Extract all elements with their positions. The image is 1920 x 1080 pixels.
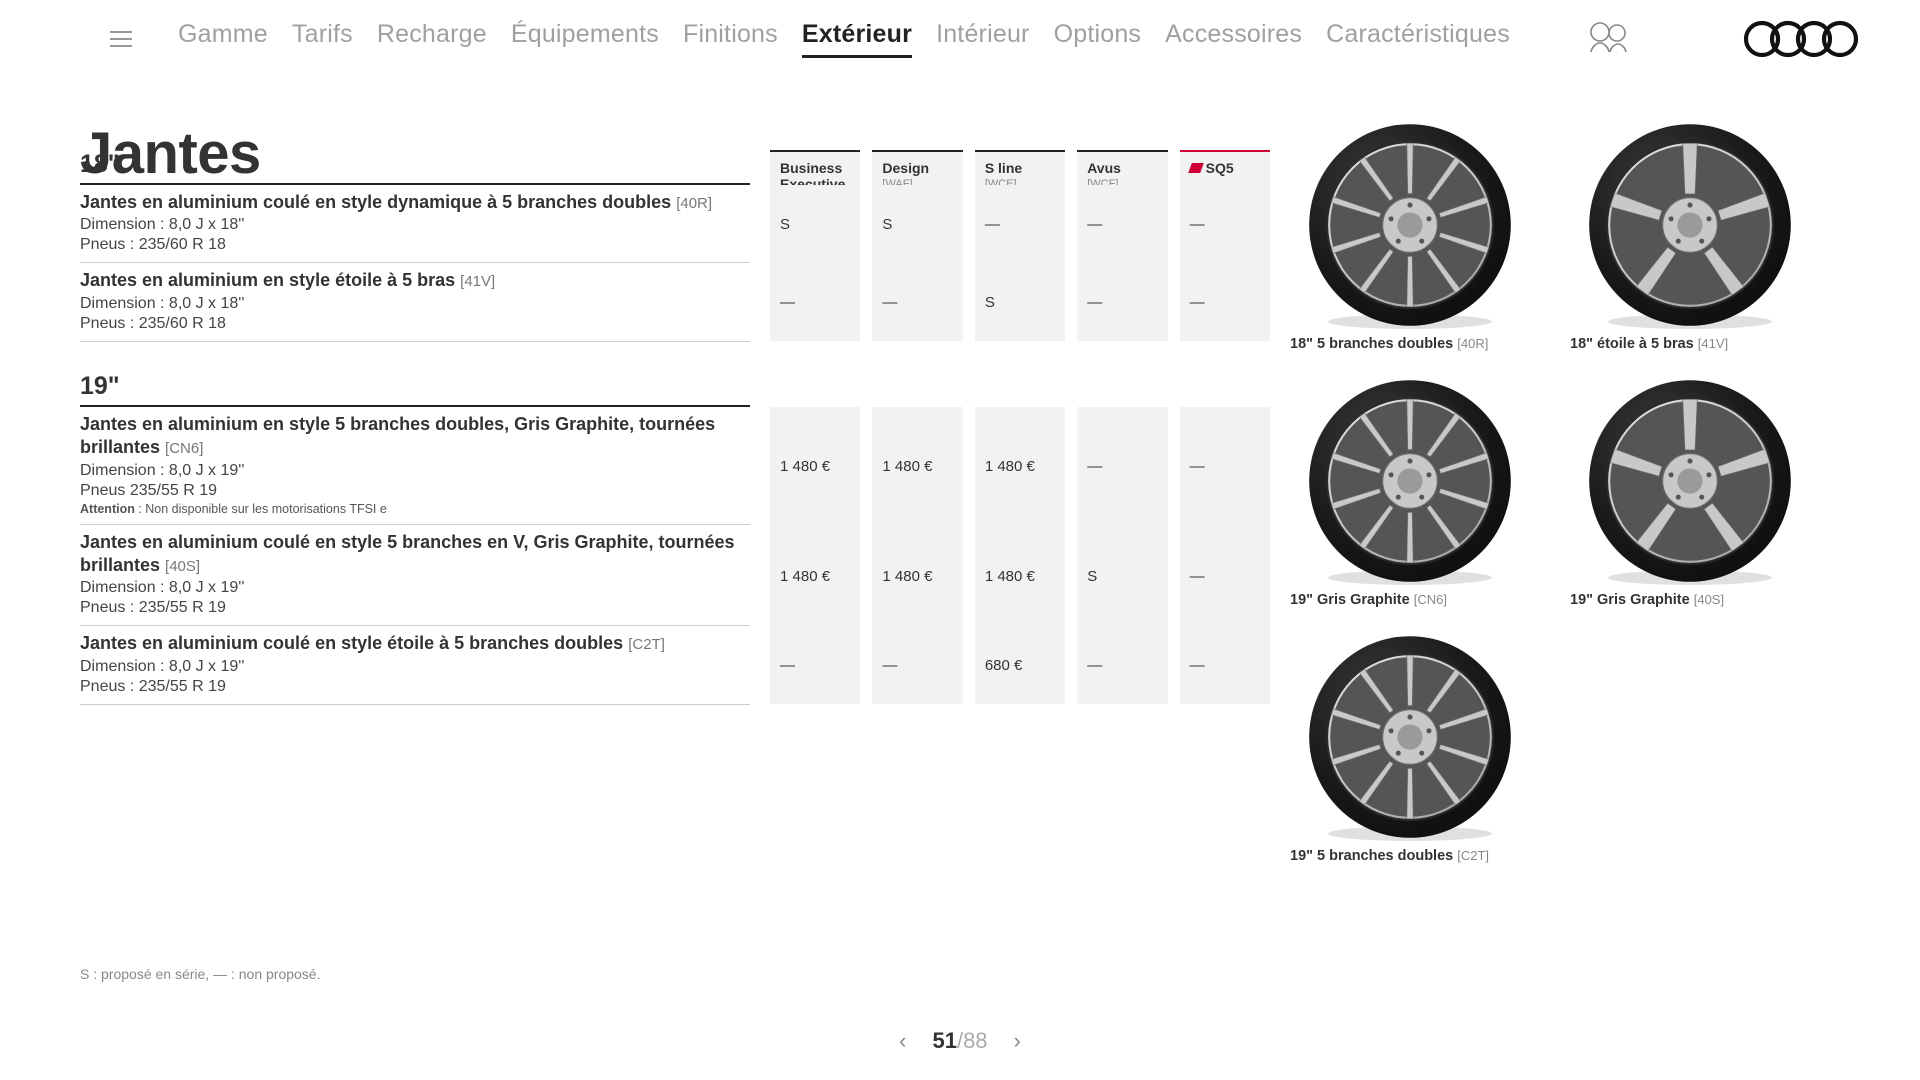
trim-values-row: ——680 €—— [770, 626, 1270, 704]
trim-values-row: 1 480 €1 480 €1 480 €—— [770, 407, 1270, 525]
wheel-title: Jantes en aluminium coulé en style 5 bra… [80, 531, 750, 578]
wheel-thumb: 19" Gris Graphite [40S] [1570, 376, 1810, 608]
wheel-dimension: Dimension : 8,0 J x 18'' [80, 216, 750, 234]
prev-page-button[interactable]: ‹ [899, 1028, 906, 1054]
wheel-thumb: 18" 5 branches doubles [40R] [1290, 120, 1530, 352]
nav-item-caractéristiques[interactable]: Caractéristiques [1326, 20, 1510, 55]
trim-value-cell: — [1077, 263, 1167, 341]
trim-value-cell: S [770, 185, 860, 263]
trim-value-cell: — [975, 185, 1065, 263]
trim-value-cell: 1 480 € [770, 407, 860, 525]
wheel-pneu: Pneus 235/55 R 19 [80, 482, 750, 500]
size-heading: 18" [80, 150, 750, 185]
trim-value-cell: 1 480 € [872, 525, 962, 627]
trim-value-cell: — [1180, 185, 1270, 263]
wheel-title: Jantes en aluminium coulé en style dynam… [80, 191, 750, 214]
wheel-dimension: Dimension : 8,0 J x 19'' [80, 579, 750, 597]
trim-value-cell: 1 480 € [872, 407, 962, 525]
wheel-pneu: Pneus : 235/60 R 18 [80, 236, 750, 254]
trim-value-cell: — [1077, 626, 1167, 704]
size-heading: 19" [80, 372, 750, 407]
nav-item-finitions[interactable]: Finitions [683, 20, 778, 55]
nav-item-recharge[interactable]: Recharge [377, 20, 487, 55]
footnote: S : proposé en série, — : non proposé. [80, 966, 320, 982]
wheel-dimension: Dimension : 8,0 J x 19'' [80, 462, 750, 480]
page-indicator: 51/88 [932, 1028, 987, 1054]
wheel-title: Jantes en aluminium coulé en style étoil… [80, 632, 750, 655]
menu-icon[interactable] [110, 25, 138, 53]
nav-item-tarifs[interactable]: Tarifs [292, 20, 353, 55]
wheel-thumb: 18" étoile à 5 bras [41V] [1570, 120, 1810, 352]
wheel-row: Jantes en aluminium coulé en style étoil… [80, 626, 750, 704]
thumb-caption: 19" 5 branches doubles [C2T] [1290, 848, 1530, 864]
nav-item-équipements[interactable]: Équipements [511, 20, 659, 55]
nav-item-intérieur[interactable]: Intérieur [936, 20, 1030, 55]
trim-value-cell: 1 480 € [975, 407, 1065, 525]
thumb-caption: 18" 5 branches doubles [40R] [1290, 336, 1530, 352]
thumb-caption: 19" Gris Graphite [CN6] [1290, 592, 1530, 608]
pager: ‹ 51/88 › [899, 1028, 1021, 1054]
trim-value-cell: S [1077, 525, 1167, 627]
wheel-thumb: 19" Gris Graphite [CN6] [1290, 376, 1530, 608]
trim-value-cell: S [872, 185, 962, 263]
wheel-pneu: Pneus : 235/60 R 18 [80, 315, 750, 333]
trim-value-cell: — [1180, 525, 1270, 627]
next-page-button[interactable]: › [1014, 1028, 1021, 1054]
nav-item-options[interactable]: Options [1054, 20, 1142, 55]
wheel-pneu: Pneus : 235/55 R 19 [80, 678, 750, 696]
thumb-caption: 18" étoile à 5 bras [41V] [1570, 336, 1810, 352]
trim-value-cell: 1 480 € [770, 525, 860, 627]
wheel-title: Jantes en aluminium en style étoile à 5 … [80, 269, 750, 292]
nav-item-accessoires[interactable]: Accessoires [1165, 20, 1302, 55]
trim-value-cell: — [872, 626, 962, 704]
wheel-spec-table: 18" Jantes en aluminium coulé en style d… [80, 120, 750, 705]
trim-value-cell: — [872, 263, 962, 341]
wheel-row: Jantes en aluminium coulé en style 5 bra… [80, 525, 750, 627]
trim-values-row: 1 480 €1 480 €1 480 €S— [770, 525, 1270, 627]
trim-value-cell: — [1077, 185, 1167, 263]
trim-value-cell: — [1077, 407, 1167, 525]
nav-item-gamme[interactable]: Gamme [178, 20, 268, 55]
thumb-caption: 19" Gris Graphite [40S] [1570, 592, 1810, 608]
nav-items: Gamme Tarifs Recharge Équipements Finitions E… [178, 20, 1510, 58]
wheel-thumbnails: 18" 5 branches doubles [40R] 18" étoile … [1290, 120, 1810, 864]
top-nav: Gamme Tarifs Recharge Équipements Finitions E… [0, 0, 1920, 59]
wheel-row: Jantes en aluminium en style 5 branches … [80, 407, 750, 525]
wheel-dimension: Dimension : 8,0 J x 18'' [80, 295, 750, 313]
help-icon[interactable] [1586, 18, 1632, 59]
trim-value-cell: 680 € [975, 626, 1065, 704]
nav-item-extérieur[interactable]: Extérieur [802, 20, 912, 58]
wheel-row: Jantes en aluminium coulé en style dynam… [80, 185, 750, 263]
trim-value-cell: — [1180, 407, 1270, 525]
trim-value-cell: — [1180, 626, 1270, 704]
trim-value-cell: — [770, 626, 860, 704]
wheel-pneu: Pneus : 235/55 R 19 [80, 599, 750, 617]
trim-value-cell: 1 480 € [975, 525, 1065, 627]
wheel-row: Jantes en aluminium en style étoile à 5 … [80, 263, 750, 341]
trim-value-cell: — [770, 263, 860, 341]
brand-logo [1742, 19, 1860, 59]
wheel-note: Attention : Non disponible sur les motor… [80, 502, 750, 516]
wheel-dimension: Dimension : 8,0 J x 19'' [80, 658, 750, 676]
trim-value-cell: — [1180, 263, 1270, 341]
trim-values-row: SS——— [770, 185, 1270, 263]
trim-value-cell: S [975, 263, 1065, 341]
wheel-title: Jantes en aluminium en style 5 branches … [80, 413, 750, 460]
wheel-thumb: 19" 5 branches doubles [C2T] [1290, 632, 1530, 864]
trim-values-row: ——S—— [770, 263, 1270, 341]
